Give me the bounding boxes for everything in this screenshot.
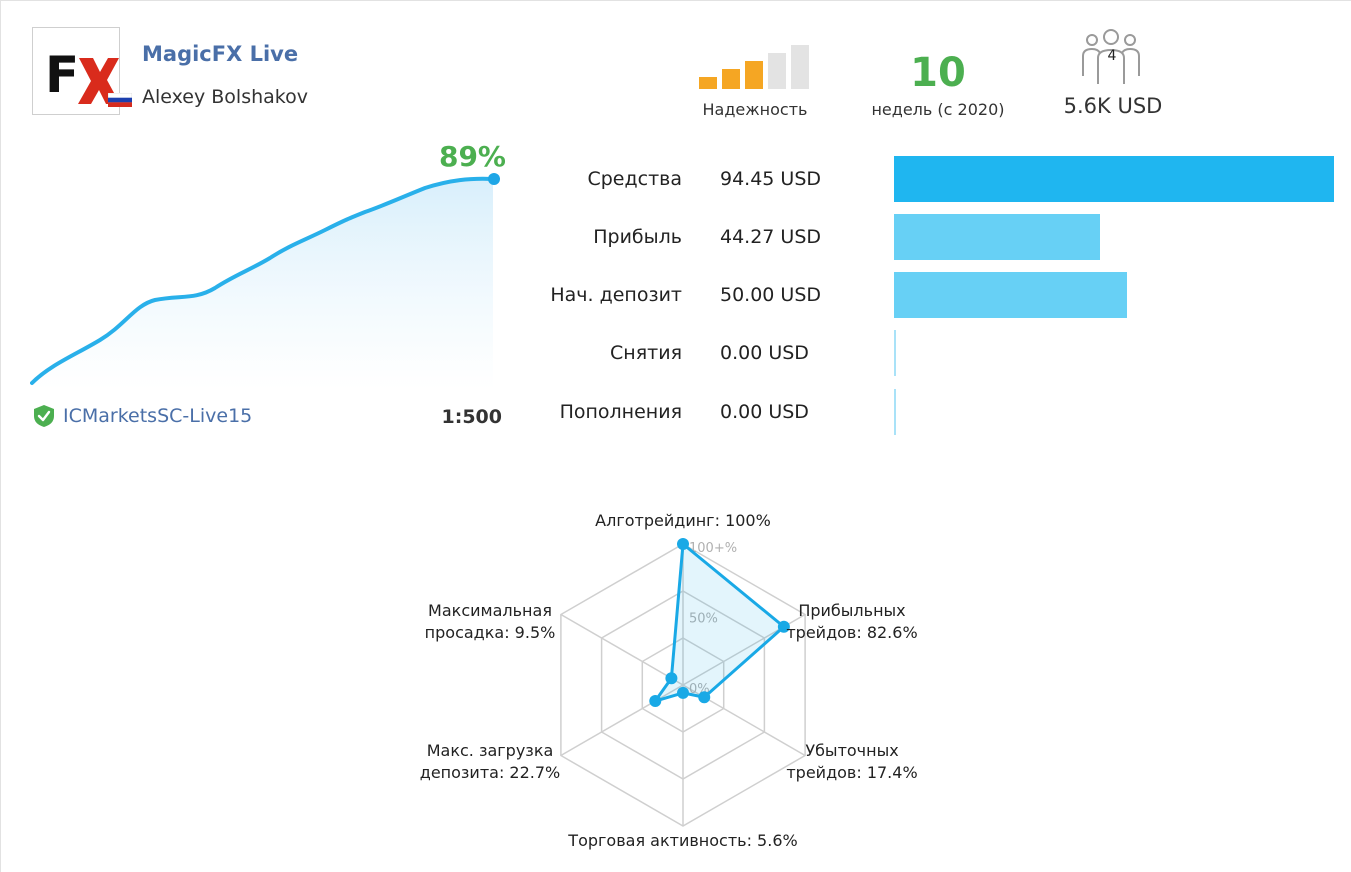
radar-axis-label-line: Алготрейдинг: 100%	[595, 511, 771, 530]
reliability-bar	[745, 61, 763, 89]
growth-area	[32, 178, 493, 390]
stat-value: 50.00 USD	[720, 284, 822, 306]
reliability-bars-icon	[699, 45, 809, 89]
subscribers-funds: 5.6K USD	[1063, 94, 1163, 118]
shield-check-icon	[34, 405, 54, 427]
radar-point[interactable]	[677, 538, 689, 550]
subscribers-count: 4	[1107, 48, 1117, 64]
radar-axis-label-line: трейдов: 17.4%	[786, 763, 918, 782]
radar-axis-label: Торговая активность: 5.6%	[543, 830, 823, 852]
growth-chart[interactable]	[30, 140, 510, 390]
signal-logo[interactable]: F	[32, 27, 120, 115]
stat-label: Средства	[587, 168, 682, 190]
radar-point[interactable]	[677, 686, 689, 699]
radar-axis-label-line: Максимальная	[428, 601, 552, 620]
radar-axis-label-line: депозита: 22.7%	[419, 763, 561, 782]
stat-value: 0.00 USD	[720, 401, 809, 423]
reliability-bar	[722, 69, 740, 89]
stat-label: Прибыль	[593, 226, 682, 248]
radar-axis-label-line: Прибыльных	[798, 601, 906, 620]
radar-svg: 100+%50%0%	[560, 538, 806, 827]
radar-grid	[560, 543, 806, 827]
people-icon	[1082, 29, 1140, 84]
broker-name[interactable]: ICMarketsSC-Live15	[63, 405, 253, 427]
broker[interactable]: ICMarketsSC-Live15	[33, 404, 252, 428]
leverage: 1:500	[441, 406, 502, 428]
radar-axis-label-line: Макс. загрузка	[426, 741, 554, 760]
radar-chart[interactable]: 100+%50%0% Алготрейдинг: 100%Прибыльныхт…	[380, 500, 1000, 872]
stat-value: 44.27 USD	[720, 226, 822, 248]
stat-row-deposits: Пополнения 0.00 USD	[520, 389, 1350, 437]
reliability-bar	[768, 53, 786, 89]
growth-endpoint	[488, 173, 500, 185]
radar-axis-label-line: трейдов: 82.6%	[786, 623, 918, 642]
radar-axis-label-line: Торговая активность: 5.6%	[568, 831, 798, 850]
weeks-count: 10	[910, 50, 966, 96]
signal-name[interactable]: MagicFX Live	[142, 42, 299, 66]
stat-label: Снятия	[610, 342, 682, 364]
weeks-label: недель (с 2020)	[871, 100, 1005, 119]
radar-point[interactable]	[665, 672, 678, 685]
radar-axis-label: Макс. загрузка депозита: 22.7%	[350, 740, 630, 784]
radar-axis-label: Убыточных трейдов: 17.4%	[712, 740, 992, 784]
stat-value: 94.45 USD	[720, 168, 822, 190]
radar-point[interactable]	[649, 695, 662, 708]
radar-scale-label: 50%	[689, 612, 718, 627]
author-name[interactable]: Alexey Bolshakov	[142, 86, 308, 108]
growth-value: 89%	[438, 140, 506, 173]
reliability-bar	[791, 45, 809, 89]
stat-row-initial-deposit: Нач. депозит 50.00 USD	[520, 272, 1350, 320]
stat-bar	[894, 272, 1127, 318]
reliability-label: Надежность	[702, 100, 808, 119]
growth-line	[30, 176, 495, 385]
russia-flag-icon	[108, 93, 132, 107]
radar-scale-label: 100+%	[689, 541, 737, 556]
stat-bar	[894, 389, 896, 435]
radar-axis-label: Алготрейдинг: 100%	[543, 510, 823, 532]
radar-axis-label: Прибыльных трейдов: 82.6%	[712, 600, 992, 644]
stat-value: 0.00 USD	[720, 342, 809, 364]
stat-label: Пополнения	[559, 401, 682, 423]
stat-row-equity: Средства 94.45 USD	[520, 156, 1350, 204]
radar-axis-label: Максимальная просадка: 9.5%	[350, 600, 630, 644]
radar-axis-label-line: Убыточных	[805, 741, 899, 760]
stat-row-withdrawals: Снятия 0.00 USD	[520, 330, 1350, 378]
radar-axis-label-line: просадка: 9.5%	[424, 623, 556, 642]
stat-row-profit: Прибыль 44.27 USD	[520, 214, 1350, 262]
svg-text:F: F	[45, 46, 79, 104]
stat-bar	[894, 156, 1334, 202]
stat-label: Нач. депозит	[550, 284, 682, 306]
reliability-bar	[699, 77, 717, 89]
radar-point[interactable]	[777, 620, 790, 633]
stat-bar	[894, 330, 896, 376]
radar-point[interactable]	[698, 691, 711, 704]
stat-bar	[894, 214, 1100, 260]
